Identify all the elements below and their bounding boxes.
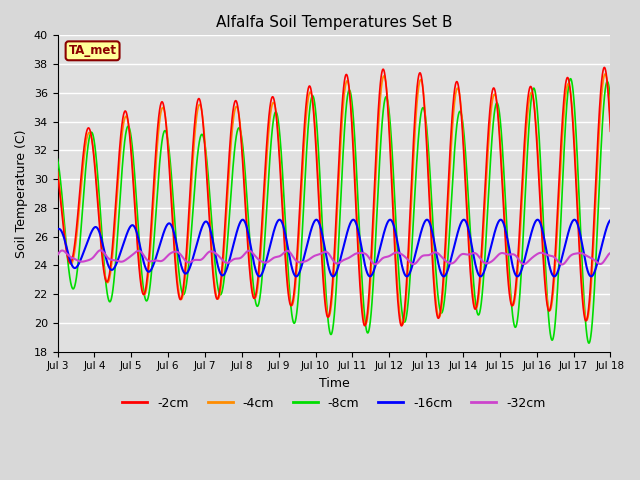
Legend: -2cm, -4cm, -8cm, -16cm, -32cm: -2cm, -4cm, -8cm, -16cm, -32cm <box>117 392 550 415</box>
Text: TA_met: TA_met <box>68 44 116 57</box>
X-axis label: Time: Time <box>319 377 349 390</box>
Y-axis label: Soil Temperature (C): Soil Temperature (C) <box>15 129 28 258</box>
Title: Alfalfa Soil Temperatures Set B: Alfalfa Soil Temperatures Set B <box>216 15 452 30</box>
